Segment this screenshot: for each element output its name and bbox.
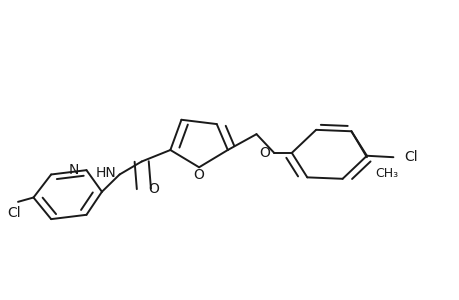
Text: O: O — [148, 182, 159, 196]
Text: CH₃: CH₃ — [375, 167, 398, 179]
Text: O: O — [258, 146, 269, 160]
Text: N: N — [68, 163, 78, 177]
Text: O: O — [193, 168, 204, 182]
Text: HN: HN — [95, 166, 116, 180]
Text: Cl: Cl — [403, 150, 417, 164]
Text: Cl: Cl — [7, 206, 20, 220]
